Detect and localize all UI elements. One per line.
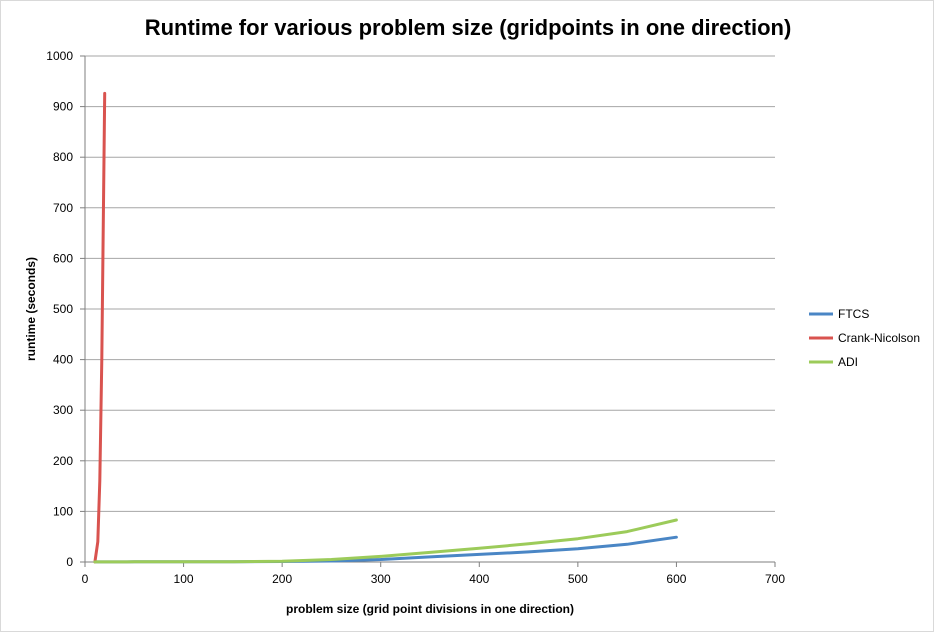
series-lines	[93, 91, 678, 564]
x-tick-label: 400	[469, 572, 489, 586]
gridlines	[85, 55, 775, 512]
legend-label-crank-nicolson: Crank-Nicolson	[838, 331, 920, 345]
series-line-adi	[93, 518, 678, 564]
x-tick-label: 200	[272, 572, 292, 586]
y-tick-label: 100	[53, 504, 73, 518]
y-tick-label: 400	[53, 353, 73, 367]
y-tick-label: 700	[53, 201, 73, 215]
y-tick-label: 1000	[46, 49, 73, 63]
x-tick-label: 500	[568, 572, 588, 586]
x-axis-title: problem size (grid point divisions in on…	[286, 602, 574, 616]
y-axis-title: runtime (seconds)	[24, 257, 38, 361]
series-line-ftcs	[93, 535, 678, 564]
axes	[80, 55, 776, 567]
legend-label-adi: ADI	[838, 355, 858, 369]
x-tick-label: 700	[765, 572, 785, 586]
y-tick-label: 300	[53, 403, 73, 417]
y-tick-label: 500	[53, 302, 73, 316]
y-tick-label: 900	[53, 100, 73, 114]
y-tick-label: 600	[53, 251, 73, 265]
y-tick-label: 800	[53, 150, 73, 164]
y-tick-label: 200	[53, 454, 73, 468]
series-line-crank-nicolson	[93, 91, 107, 564]
y-tick-label: 0	[66, 555, 73, 569]
x-tick-label: 600	[666, 572, 686, 586]
tick-labels: 0 100 200 300 400 500 600 700 800 900 1000 0 100 200 3…	[46, 49, 785, 586]
legend: FTCS Crank-Nicolson ADI	[809, 307, 920, 369]
x-tick-label: 0	[82, 572, 89, 586]
x-tick-label: 100	[174, 572, 194, 586]
chart-title: Runtime for various problem size (gridpo…	[145, 15, 792, 40]
legend-label-ftcs: FTCS	[838, 307, 869, 321]
x-tick-label: 300	[371, 572, 391, 586]
